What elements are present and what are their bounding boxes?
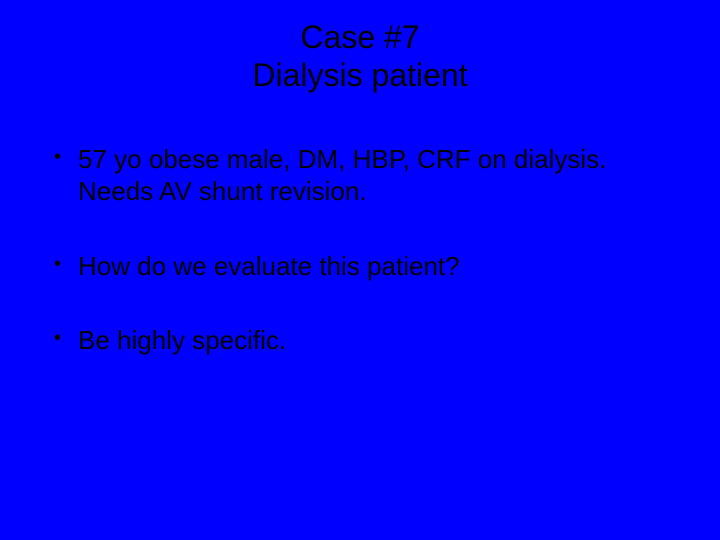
bullet-marker-icon: • — [54, 250, 78, 277]
title-line-1: Case #7 — [0, 18, 720, 56]
bullet-item: • Be highly specific. — [54, 324, 680, 357]
bullet-item: • 57 yo obese male, DM, HBP, CRF on dial… — [54, 143, 680, 208]
bullet-item: • How do we evaluate this patient? — [54, 250, 680, 283]
slide-body: • 57 yo obese male, DM, HBP, CRF on dial… — [0, 95, 720, 357]
bullet-marker-icon: • — [54, 324, 78, 351]
slide-title: Case #7 Dialysis patient — [0, 0, 720, 95]
bullet-marker-icon: • — [54, 143, 78, 170]
bullet-text: How do we evaluate this patient? — [78, 250, 680, 283]
bullet-text: Be highly specific. — [78, 324, 680, 357]
bullet-text: 57 yo obese male, DM, HBP, CRF on dialys… — [78, 143, 680, 208]
title-line-2: Dialysis patient — [0, 56, 720, 94]
slide: Case #7 Dialysis patient • 57 yo obese m… — [0, 0, 720, 540]
